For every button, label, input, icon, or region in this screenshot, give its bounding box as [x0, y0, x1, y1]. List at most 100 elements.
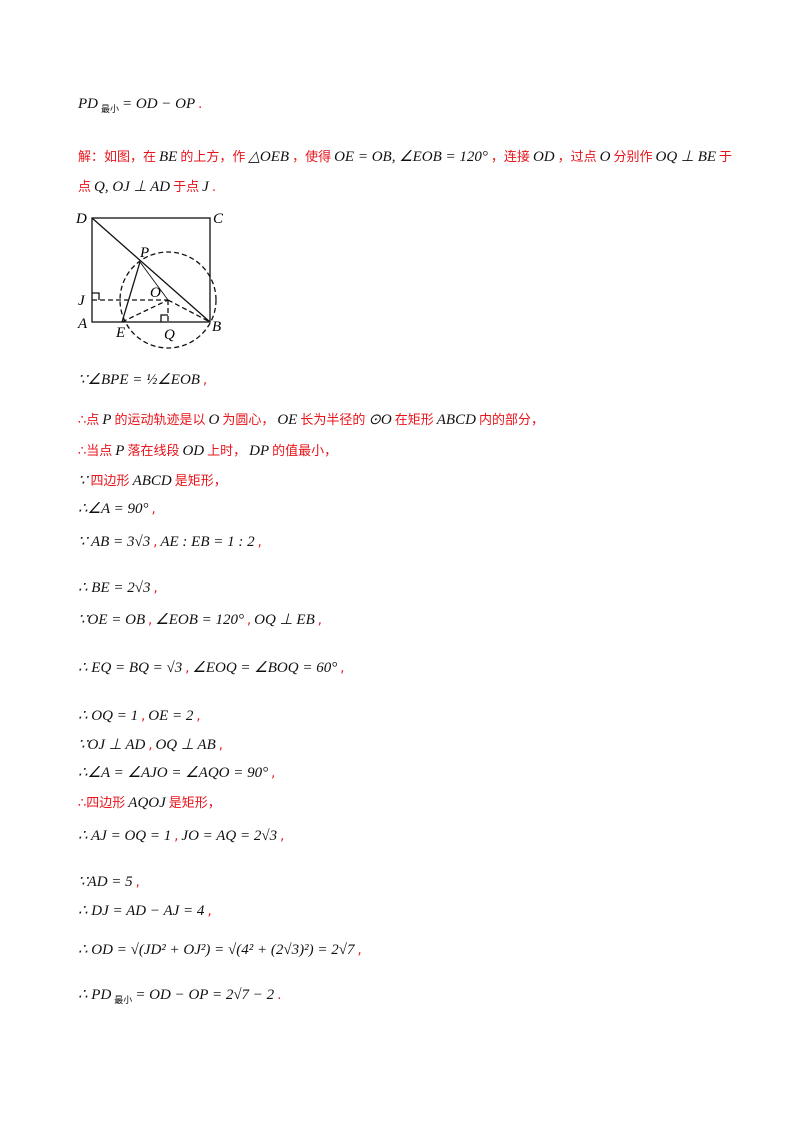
text-line: ∴ PD 最小 = OD − OP = 2√7 − 2. — [78, 985, 284, 1010]
text-segment: ∴ PD — [78, 987, 112, 1003]
right-angle-q — [160, 314, 168, 322]
text-segment: = OD − OP — [122, 96, 196, 112]
text-segment: ∵AD = 5 — [78, 874, 133, 890]
text-segment: 内的部分， — [478, 413, 544, 428]
text-line: ∵OE = OB, ∠EOB = 120°, OQ ⊥ EB, — [78, 610, 325, 631]
text-segment: , — [207, 904, 212, 919]
diagonal — [91, 217, 211, 323]
text-line: ∴∠A = ∠AJO = ∠AQO = 90°, — [78, 763, 278, 784]
text-segment: 四边形 — [90, 474, 130, 489]
text-segment: , — [185, 661, 190, 676]
text-segment: OQ ⊥ BE — [655, 149, 717, 165]
text-segment: 的运动轨迹是以 — [114, 413, 206, 428]
text-segment: , — [148, 613, 153, 628]
text-segment: 上时， — [207, 444, 247, 459]
segment-pe — [121, 261, 141, 323]
text-segment: ∠EOB = 120° — [155, 612, 245, 628]
text-segment: O — [208, 412, 220, 428]
text-segment: , — [174, 829, 179, 844]
text-segment: ，使得 — [292, 150, 332, 165]
text-line: ∴ OD = √(JD² + OJ²) = √(4² + (2√3)²) = 2… — [78, 940, 365, 961]
text-segment: ∵OE = OB — [78, 612, 146, 628]
text-segment: ∴∠A = ∠AJO = ∠AQO = 90° — [78, 765, 269, 781]
text-segment: O — [599, 149, 611, 165]
point-label: B — [212, 319, 221, 335]
text-segment: DP — [249, 443, 270, 459]
text-segment: 是矩形， — [168, 796, 221, 811]
text-segment: = OD − OP = 2√7 − 2 — [135, 987, 275, 1003]
text-segment: 于点 — [173, 180, 200, 195]
text-segment: , — [153, 581, 158, 596]
text-segment: 的上方，作 — [180, 150, 246, 165]
text-segment: ∴∠A = 90° — [78, 501, 149, 517]
text-segment: AQOJ — [128, 795, 166, 811]
text-segment: OQ ⊥ AB — [155, 737, 216, 753]
rectangle — [91, 217, 211, 323]
text-segment: OE = 2 — [148, 708, 194, 724]
text-segment: 在矩形 — [394, 413, 434, 428]
text-segment: ∴ OQ = 1 — [78, 708, 139, 724]
text-segment: ∴点 — [78, 413, 100, 428]
text-segment: ∴ EQ = BQ = √3 — [78, 660, 183, 676]
text-segment: ∵ — [78, 473, 88, 489]
right-angle-j — [92, 292, 100, 300]
text-line: ∴∠A = 90°, — [78, 499, 159, 520]
text-line: PD 最小 = OD − OP. — [78, 94, 205, 119]
text-segment: △OEB — [248, 149, 290, 165]
text-line: 点 Q, OJ ⊥ AD 于点 J. — [78, 177, 219, 198]
segment-po — [139, 261, 169, 301]
point-label: P — [139, 245, 149, 261]
text-segment: , — [202, 373, 208, 388]
text-segment: 最小 — [101, 104, 120, 114]
text-segment: 于 — [719, 150, 733, 165]
text-segment: 点 — [78, 180, 92, 195]
text-segment: , — [271, 766, 276, 781]
text-segment: , — [247, 613, 252, 628]
text-line: ∵ AB = 3√3, AE : EB = 1 : 2, — [78, 532, 265, 553]
text-segment: ∵ AB = 3√3 — [78, 534, 151, 550]
text-segment: 是矩形， — [174, 474, 227, 489]
text-line: ∴四边形 AQOJ 是矩形， — [78, 793, 224, 814]
text-line: ∵OJ ⊥ AD, OQ ⊥ AB, — [78, 735, 226, 756]
text-segment: 为圆心， — [222, 413, 275, 428]
text-segment: . — [211, 180, 216, 195]
text-segment: ，过点 — [557, 150, 597, 165]
point-label: D — [75, 211, 87, 227]
text-segment: ABCD — [436, 412, 476, 428]
text-segment: , — [141, 709, 146, 724]
text-line: ∴ AJ = OQ = 1, JO = AQ = 2√3, — [78, 826, 287, 847]
text-segment: , — [340, 661, 345, 676]
text-segment: , — [218, 738, 223, 753]
text-segment: , — [148, 738, 153, 753]
point-label: J — [78, 293, 86, 309]
text-segment: BE — [159, 149, 178, 165]
text-segment: ⊙O — [368, 412, 392, 428]
text-segment: ∵∠BPE = ½∠EOB — [78, 372, 200, 388]
text-segment: PD — [78, 96, 98, 112]
text-line: ∴ BE = 2√3, — [78, 578, 161, 599]
text-segment: , — [317, 613, 322, 628]
text-line: ∴ OQ = 1, OE = 2, — [78, 706, 204, 727]
text-segment: ∴ BE = 2√3 — [78, 580, 151, 596]
text-segment: OD — [182, 443, 205, 459]
point-label: O — [150, 285, 161, 301]
text-line: ∴当点 P 落在线段 OD 上时， DP 的值最小， — [78, 441, 340, 462]
text-segment: 最小 — [114, 995, 133, 1005]
text-segment: ABCD — [132, 473, 172, 489]
text-line: 解：如图，在 BE 的上方，作 △OEB ，使得 OE = OB, ∠EOB = 120°… — [78, 147, 735, 168]
point-label: A — [77, 316, 88, 332]
text-segment: OQ ⊥ EB — [254, 612, 315, 628]
text-line: ∵∠BPE = ½∠EOB, — [78, 370, 210, 391]
text-segment: 的值最小， — [272, 444, 338, 459]
point-label: C — [213, 211, 224, 227]
text-segment: , — [257, 535, 262, 550]
text-segment: ，连接 — [490, 150, 530, 165]
text-segment: OD — [532, 149, 555, 165]
text-segment: AE : EB = 1 : 2 — [160, 534, 255, 550]
text-segment: 落在线段 — [127, 444, 180, 459]
text-line: ∴点 P 的运动轨迹是以 O 为圆心， OE 长为半径的 ⊙O 在矩形 ABCD 内的部分， — [78, 410, 547, 431]
circle — [119, 251, 217, 349]
text-segment: ∵OJ ⊥ AD — [78, 737, 146, 753]
text-segment: ∴当点 — [78, 444, 113, 459]
